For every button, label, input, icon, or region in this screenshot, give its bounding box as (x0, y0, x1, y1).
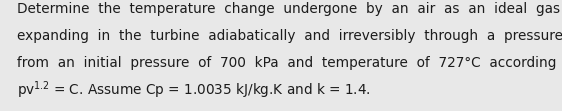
Text: Determine  the  temperature  change  undergone  by  an  air  as  an  ideal  gas : Determine the temperature change undergo… (17, 2, 562, 16)
Text: from  an  initial  pressure  of  700  kPa  and  temperature  of  727°C  accordin: from an initial pressure of 700 kPa and … (17, 56, 562, 70)
Text: expanding  in  the  turbine  adiabatically  and  irreversibly  through  a  press: expanding in the turbine adiabatically a… (17, 29, 562, 43)
Text: pv$^{1.2}$ = C. Assume Cp = 1.0035 kJ/kg.K and k = 1.4.: pv$^{1.2}$ = C. Assume Cp = 1.0035 kJ/kg… (17, 80, 370, 101)
